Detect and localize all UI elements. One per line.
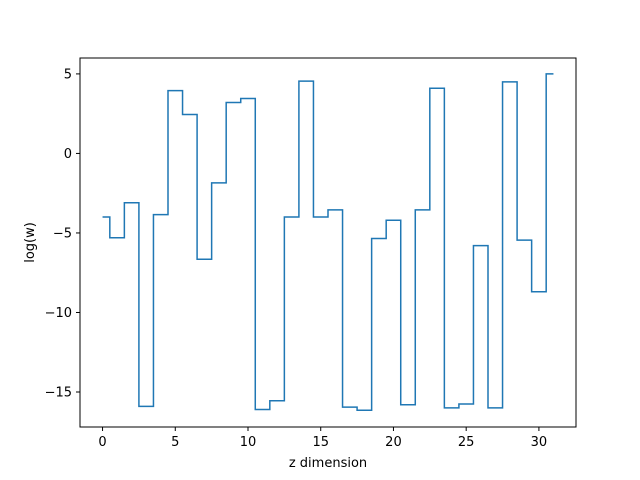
y-tick-label: −10 (45, 306, 72, 321)
y-tick-label: 0 (64, 147, 72, 162)
x-tick-label: 20 (385, 435, 402, 450)
plot-frame (79, 57, 577, 428)
y-tick-label: 5 (64, 67, 72, 82)
x-tick-label: 25 (458, 435, 475, 450)
y-tick-label: −15 (45, 386, 72, 401)
series-step-line (102, 73, 554, 412)
x-axis-label: z dimension (289, 456, 367, 471)
y-axis-label: log(w) (23, 222, 38, 263)
y-tick-label: −5 (53, 226, 72, 241)
x-tick-label: 5 (171, 435, 179, 450)
plot-background (80, 58, 576, 427)
x-tick-label: 15 (312, 435, 329, 450)
x-tick-label: 0 (98, 435, 106, 450)
x-tick-label: 10 (240, 435, 257, 450)
x-tick-label: 30 (531, 435, 548, 450)
